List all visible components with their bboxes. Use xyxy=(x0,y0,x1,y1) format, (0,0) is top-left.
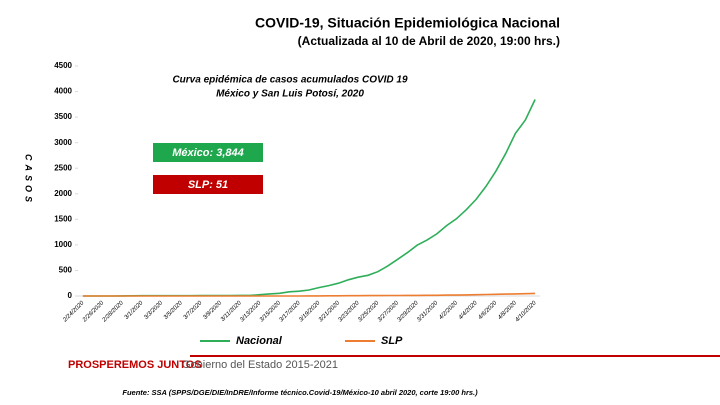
slide-title: COVID-19, Situación Epidemiológica Nacio… xyxy=(255,15,560,31)
legend-label: Nacional xyxy=(236,335,283,347)
y-tick-label: 1000 xyxy=(54,240,72,249)
annotation-text: SLP: 51 xyxy=(188,179,228,191)
y-tick-label: 4000 xyxy=(54,87,72,96)
y-tick-label: 1500 xyxy=(54,214,72,223)
source-note: Fuente: SSA (SPPS/DGE/DIE/InDRE/Informe … xyxy=(122,388,478,397)
y-tick-label: 3500 xyxy=(54,112,72,121)
annotation-text: México: 3,844 xyxy=(172,147,244,159)
y-tick-label: 2000 xyxy=(54,189,72,198)
footer-slogan: PROSPEREMOS JUNTOS xyxy=(68,359,202,371)
annotation-box xyxy=(153,175,263,194)
y-tick-label: 2500 xyxy=(54,163,72,172)
x-tick-label: 3/1/2020 xyxy=(124,300,145,321)
annotation-box xyxy=(153,143,263,162)
series-line xyxy=(82,99,536,297)
x-tick-label: 4/2/2020 xyxy=(438,300,459,321)
x-tick-label: 3/31/2020 xyxy=(416,300,440,324)
x-tick-label: 3/7/2020 xyxy=(183,300,204,321)
chart-title: Curva epidémica de casos acumulados COVI… xyxy=(172,75,408,86)
x-tick-label: 3/5/2020 xyxy=(163,300,184,321)
chart-title: México y San Luis Potosí, 2020 xyxy=(216,89,364,100)
footer-government: Gobierno del Estado 2015-2021 xyxy=(182,359,338,371)
x-tick-label: 4/4/2020 xyxy=(458,300,479,321)
y-tick-label: 500 xyxy=(59,266,73,275)
x-tick-label: 2/28/2020 xyxy=(101,300,125,324)
y-tick-label: 3000 xyxy=(54,138,72,147)
slide-subtitle: (Actualizada al 10 de Abril de 2020, 19:… xyxy=(298,34,560,48)
x-tick-label: 4/6/2020 xyxy=(478,300,499,321)
x-tick-label: 4/10/2020 xyxy=(514,300,538,324)
series-line xyxy=(82,292,536,297)
x-tick-label: 3/3/2020 xyxy=(143,300,164,321)
y-axis-label: CASOS xyxy=(24,154,34,206)
y-tick-label: 4500 xyxy=(54,61,72,70)
y-tick-label: 0 xyxy=(68,291,73,300)
legend-label: SLP xyxy=(381,335,403,347)
